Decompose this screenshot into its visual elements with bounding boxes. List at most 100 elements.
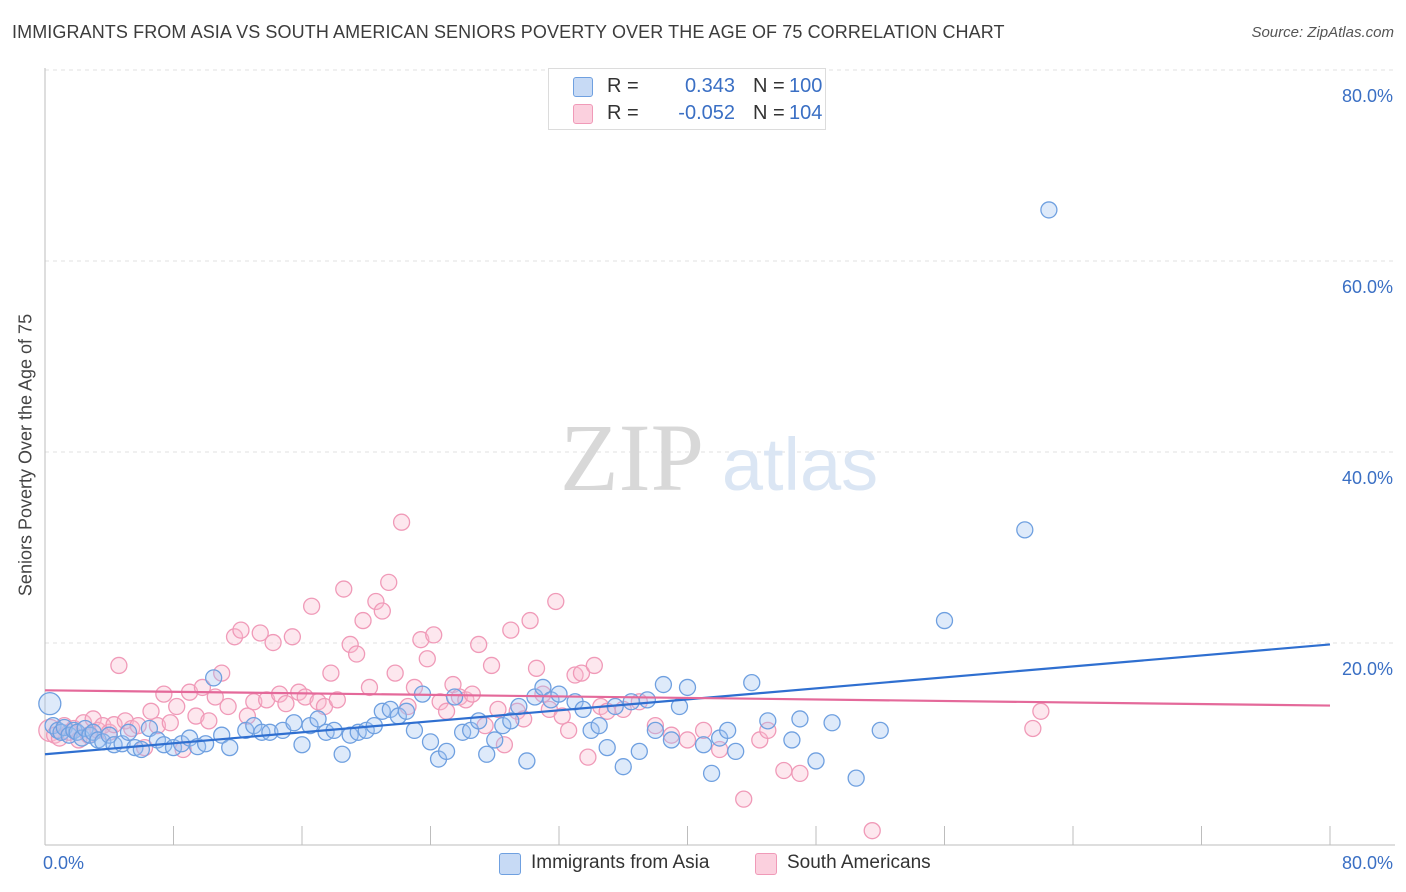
data-point bbox=[283, 628, 302, 646]
data-point bbox=[328, 691, 346, 709]
data-point bbox=[470, 635, 488, 654]
watermark-zip: ZIP bbox=[560, 404, 704, 511]
y-tick-label: 80.0% bbox=[1342, 86, 1393, 106]
data-point bbox=[196, 735, 215, 753]
data-point bbox=[559, 721, 578, 740]
data-point bbox=[132, 740, 151, 759]
data-point bbox=[719, 721, 737, 740]
data-point bbox=[322, 664, 340, 682]
data-point bbox=[392, 513, 411, 531]
data-point bbox=[502, 621, 520, 639]
data-point bbox=[502, 712, 520, 730]
data-point bbox=[309, 710, 327, 728]
data-point bbox=[277, 695, 295, 713]
data-point bbox=[418, 650, 436, 668]
data-point bbox=[678, 731, 697, 749]
data-point bbox=[579, 748, 597, 766]
trend-line-south-americans bbox=[44, 689, 1331, 707]
data-point bbox=[110, 656, 128, 675]
data-point bbox=[333, 745, 351, 763]
data-point bbox=[238, 707, 257, 725]
data-point bbox=[219, 697, 237, 716]
data-point bbox=[759, 721, 777, 740]
data-point bbox=[354, 611, 372, 630]
data-point bbox=[1016, 521, 1034, 539]
data-point bbox=[187, 707, 205, 725]
data-point bbox=[743, 674, 761, 692]
data-point bbox=[791, 764, 809, 783]
watermark-atlas: atlas bbox=[722, 423, 878, 506]
data-point bbox=[510, 697, 528, 716]
chart-title: IMMIGRANTS FROM ASIA VS SOUTH AMERICAN S… bbox=[12, 22, 1005, 42]
data-point bbox=[232, 621, 250, 639]
data-point bbox=[412, 631, 430, 649]
data-point bbox=[759, 712, 777, 730]
data-point bbox=[598, 738, 616, 757]
data-point bbox=[547, 592, 565, 611]
x-tick-label: 0.0% bbox=[43, 853, 84, 873]
watermark: ZIP atlas bbox=[560, 404, 878, 511]
data-point bbox=[702, 764, 721, 783]
data-point bbox=[614, 758, 632, 776]
data-point bbox=[590, 716, 608, 735]
data-point bbox=[783, 731, 801, 749]
data-point bbox=[694, 736, 713, 754]
data-point bbox=[293, 736, 311, 754]
data-point bbox=[823, 714, 841, 732]
legend-n-value: 104 bbox=[789, 102, 823, 124]
data-point bbox=[478, 745, 496, 763]
data-point bbox=[630, 742, 648, 761]
data-point bbox=[1040, 201, 1058, 219]
data-point bbox=[285, 714, 303, 732]
data-point bbox=[425, 626, 443, 644]
trend-line-asia bbox=[44, 643, 1331, 756]
data-point bbox=[360, 678, 379, 697]
data-point bbox=[486, 731, 504, 749]
data-point bbox=[482, 656, 501, 675]
data-point bbox=[129, 716, 147, 735]
data-point bbox=[105, 716, 123, 734]
data-point bbox=[572, 664, 591, 682]
tick-labels: 20.0% 40.0% 60.0% 80.0% 0.0% 80.0% bbox=[43, 86, 1393, 873]
data-point bbox=[1024, 719, 1042, 738]
data-point bbox=[807, 752, 825, 770]
legend-n-label: N = bbox=[753, 102, 785, 124]
gridlines bbox=[45, 69, 1395, 644]
data-point bbox=[495, 736, 514, 754]
legend-swatch-asia bbox=[573, 77, 593, 97]
legend-r-label: R = bbox=[607, 102, 639, 124]
data-point bbox=[161, 714, 179, 732]
legend-n-value: 100 bbox=[789, 75, 823, 97]
data-point bbox=[521, 611, 539, 630]
data-point bbox=[727, 742, 745, 761]
data-point bbox=[155, 685, 173, 703]
data-point bbox=[205, 669, 223, 687]
data-point bbox=[646, 716, 665, 735]
data-point bbox=[463, 685, 481, 703]
y-tick-label: 20.0% bbox=[1342, 659, 1393, 679]
data-point bbox=[421, 733, 440, 751]
data-point bbox=[302, 597, 321, 615]
data-point bbox=[213, 664, 231, 682]
data-point bbox=[494, 716, 512, 735]
data-point bbox=[638, 691, 656, 709]
data-point bbox=[775, 761, 793, 780]
legend-n-label: N = bbox=[753, 75, 785, 97]
data-point bbox=[694, 721, 713, 740]
data-point bbox=[863, 822, 881, 840]
data-point bbox=[168, 697, 186, 716]
data-point bbox=[791, 710, 809, 728]
data-point bbox=[380, 573, 398, 592]
data-point bbox=[935, 611, 954, 630]
data-point bbox=[225, 628, 244, 646]
legend-r-value: -0.052 bbox=[678, 102, 735, 124]
x-tick-label: 80.0% bbox=[1342, 853, 1393, 873]
data-point bbox=[566, 666, 584, 684]
data-point bbox=[373, 602, 391, 620]
legend-swatch-south-americans bbox=[573, 104, 593, 124]
data-point bbox=[397, 702, 416, 720]
data-point bbox=[264, 633, 282, 652]
data-point bbox=[38, 692, 62, 716]
axes bbox=[44, 68, 1395, 846]
